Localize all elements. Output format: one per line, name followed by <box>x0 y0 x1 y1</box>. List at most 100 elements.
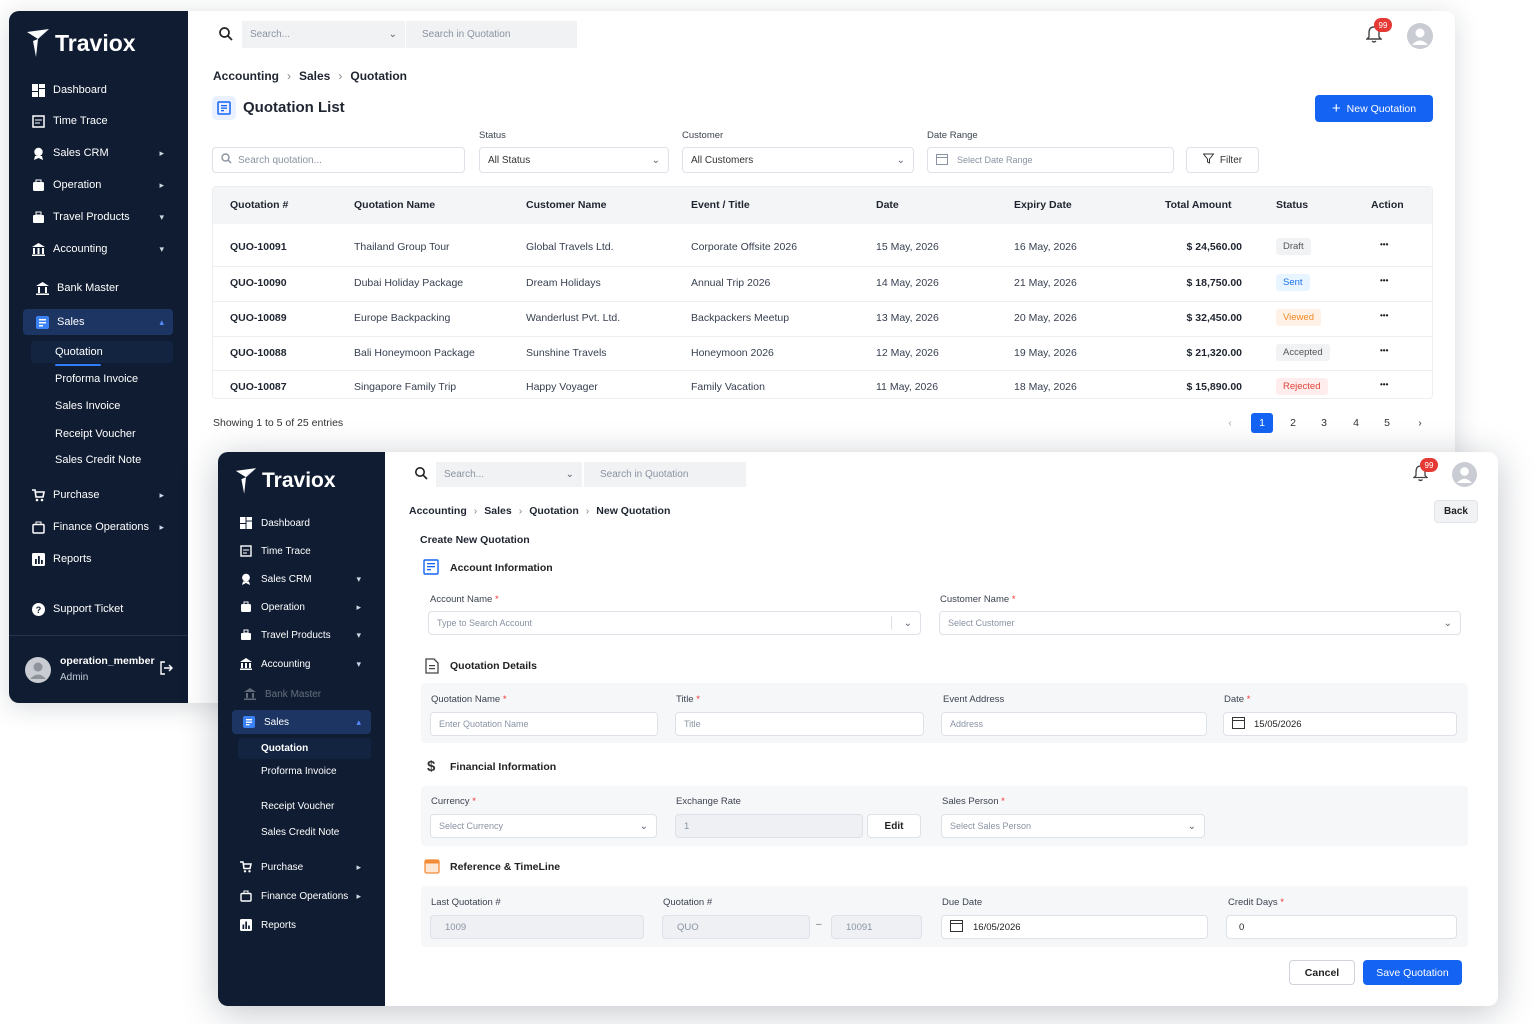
filter-button[interactable]: Filter <box>1186 147 1259 173</box>
sidebar-item-bank-master[interactable]: Bank Master <box>218 682 385 706</box>
date-range-input[interactable]: Select Date Range <box>927 147 1174 173</box>
table-cell-id[interactable]: QUO-10090 <box>230 277 287 289</box>
row-divider <box>212 301 1433 302</box>
sidebar-item-dashboard[interactable]: Dashboard <box>9 78 188 102</box>
brand-logo[interactable]: Traviox <box>25 27 136 59</box>
breadcrumb-sales[interactable]: Sales <box>299 69 331 83</box>
submenu-proforma-invoice[interactable]: Proforma Invoice <box>55 373 139 385</box>
search-icon[interactable] <box>415 467 428 485</box>
sidebar-item-sales[interactable]: Sales ▴ <box>218 710 385 734</box>
back-button[interactable]: Back <box>1434 500 1478 523</box>
crm-icon <box>239 572 253 586</box>
sidebar-item-operation[interactable]: Operation ▸ <box>218 595 385 619</box>
sidebar-item-purchase[interactable]: Purchase ▸ <box>218 855 385 879</box>
sidebar-item-finance-operations[interactable]: Finance Operations ▸ <box>9 515 188 539</box>
breadcrumb-quotation[interactable]: Quotation <box>350 69 408 83</box>
sidebar-item-dashboard[interactable]: Dashboard <box>218 511 385 535</box>
customer-name-label: Customer Name * <box>940 594 1016 605</box>
breadcrumb-sales[interactable]: Sales <box>484 505 512 517</box>
brand-logo[interactable]: Traviox <box>234 466 336 496</box>
submenu-sales-invoice[interactable]: Sales Invoice <box>55 400 121 412</box>
plus-icon: + <box>1331 100 1341 117</box>
row-actions-icon[interactable]: ••• <box>1380 346 1389 355</box>
avatar[interactable] <box>25 657 51 683</box>
profile-avatar[interactable] <box>1407 23 1433 49</box>
date-filter-label: Date Range <box>927 130 978 141</box>
sidebar-item-travel-products[interactable]: Travel Products ▾ <box>9 205 188 229</box>
page-button[interactable]: 5 <box>1384 417 1390 429</box>
row-actions-icon[interactable]: ••• <box>1380 240 1389 249</box>
logout-icon[interactable] <box>159 661 173 680</box>
sidebar-item-time-trace[interactable]: Time Trace <box>218 539 385 563</box>
new-quotation-button[interactable]: + New Quotation <box>1315 95 1433 122</box>
sidebar-item-time-trace[interactable]: Time Trace <box>9 109 188 133</box>
next-page-icon[interactable]: › <box>1418 417 1422 429</box>
submenu-quotation[interactable]: Quotation <box>261 743 309 754</box>
quotation-name-input[interactable]: Enter Quotation Name <box>430 712 658 736</box>
table-cell-id[interactable]: QUO-10088 <box>230 347 287 359</box>
sidebar-item-accounting[interactable]: Accounting ▾ <box>9 237 188 261</box>
global-search-input[interactable]: Search... ⌄ <box>436 462 582 487</box>
search-scope-select[interactable]: Search in Quotation <box>584 462 746 487</box>
table-cell-amount: $ 21,320.00 <box>1186 347 1242 359</box>
sidebar-item-operation[interactable]: Operation ▸ <box>9 173 188 197</box>
submenu-sales-credit-note[interactable]: Sales Credit Note <box>55 454 142 466</box>
customer-select[interactable]: All Customers ⌄ <box>682 147 914 173</box>
sidebar-item-reports[interactable]: Reports <box>9 547 188 571</box>
table-cell-id[interactable]: QUO-10087 <box>230 381 287 393</box>
row-actions-icon[interactable]: ••• <box>1380 380 1389 389</box>
sidebar-item-reports[interactable]: Reports <box>218 913 385 937</box>
customer-name-select[interactable]: Select Customer ⌄ <box>939 611 1461 635</box>
submenu-quotation[interactable]: Quotation <box>55 346 103 358</box>
submenu-receipt-voucher[interactable]: Receipt Voucher <box>261 801 335 812</box>
profile-avatar[interactable] <box>1452 462 1477 487</box>
entries-summary: Showing 1 to 5 of 25 entries <box>213 417 344 429</box>
edit-rate-button[interactable]: Edit <box>867 814 921 838</box>
chevron-down-icon: ⌄ <box>1443 617 1452 629</box>
save-quotation-button[interactable]: Save Quotation <box>1363 960 1462 985</box>
submenu-sales-credit-note[interactable]: Sales Credit Note <box>261 827 340 838</box>
table-cell-id[interactable]: QUO-10091 <box>230 241 287 253</box>
search-scope-select[interactable]: Search in Quotation <box>406 21 577 48</box>
event-address-input[interactable]: Address <box>941 712 1207 736</box>
sidebar-item-purchase[interactable]: Purchase ▸ <box>9 483 188 507</box>
quotation-search-input[interactable]: Search quotation... <box>212 147 465 173</box>
submenu-proforma-invoice[interactable]: Proforma Invoice <box>261 766 337 777</box>
credit-days-input[interactable]: 0 <box>1226 915 1457 939</box>
chevron-down-icon: ⌄ <box>639 820 648 832</box>
sidebar-item-sales-crm[interactable]: Sales CRM ▸ <box>9 141 188 165</box>
due-date-input[interactable]: 16/05/2026 <box>941 915 1208 939</box>
sidebar-item-support-ticket[interactable]: ? Support Ticket <box>9 597 188 621</box>
account-name-input[interactable]: Type to Search Account ⌄ <box>428 611 921 635</box>
exchange-rate-input[interactable]: 1 <box>675 814 863 838</box>
row-actions-icon[interactable]: ••• <box>1380 311 1389 320</box>
page-button[interactable]: 3 <box>1321 417 1327 429</box>
currency-select[interactable]: Select Currency ⌄ <box>430 814 657 838</box>
table-cell-id[interactable]: QUO-10089 <box>230 312 287 324</box>
date-input[interactable]: 15/05/2026 <box>1223 712 1457 736</box>
sales-person-select[interactable]: Select Sales Person ⌄ <box>941 814 1205 838</box>
prev-page-icon[interactable]: ‹ <box>1228 417 1232 429</box>
search-icon[interactable] <box>219 27 233 46</box>
cancel-button[interactable]: Cancel <box>1289 960 1355 985</box>
breadcrumb-accounting[interactable]: Accounting <box>409 505 467 517</box>
page-button[interactable]: 1 <box>1251 413 1273 433</box>
sidebar-item-travel-products[interactable]: Travel Products ▾ <box>218 623 385 647</box>
breadcrumb-quotation[interactable]: Quotation <box>529 505 579 517</box>
due-date-label: Due Date <box>942 897 983 908</box>
global-search-input[interactable]: Search... ⌄ <box>242 21 405 48</box>
sidebar-item-sales[interactable]: Sales ▴ <box>9 310 188 334</box>
submenu-receipt-voucher[interactable]: Receipt Voucher <box>55 428 136 440</box>
sidebar-item-accounting[interactable]: Accounting ▾ <box>218 652 385 676</box>
quotation-number-input: 10091 <box>831 915 922 939</box>
sidebar-item-sales-crm[interactable]: Sales CRM ▾ <box>218 567 385 591</box>
title-input[interactable]: Title <box>675 712 924 736</box>
chevron-up-icon: ▴ <box>159 316 164 327</box>
page-button[interactable]: 2 <box>1290 417 1296 429</box>
sidebar-item-finance-operations[interactable]: Finance Operations ▸ <box>218 884 385 908</box>
page-button[interactable]: 4 <box>1353 417 1359 429</box>
status-select[interactable]: All Status ⌄ <box>479 147 669 173</box>
row-actions-icon[interactable]: ••• <box>1380 276 1389 285</box>
breadcrumb-accounting[interactable]: Accounting <box>213 69 279 83</box>
sidebar-item-bank-master[interactable]: Bank Master <box>9 276 188 300</box>
